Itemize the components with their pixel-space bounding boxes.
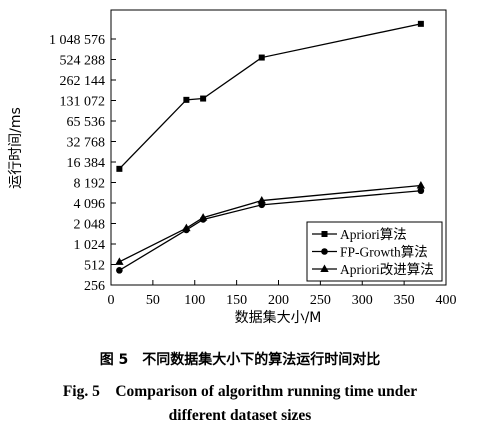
y-tick-label: 1 024: [74, 238, 106, 253]
x-tick-label: 150: [226, 293, 247, 308]
x-tick-label: 50: [146, 293, 160, 308]
legend: Apriori算法 FP-Growth算法 Apriori改进算法: [306, 221, 443, 282]
data-point-triangle: [416, 181, 426, 189]
x-tick-label: 100: [184, 293, 205, 308]
x-tick-label: 0: [108, 293, 115, 308]
y-tick-label: 256: [84, 279, 105, 294]
figure-caption-english-line2: different dataset sizes: [168, 407, 312, 424]
data-point-square: [116, 165, 123, 172]
data-point-triangle: [182, 223, 191, 232]
data-point-triangle: [320, 264, 329, 272]
y-axis-title: 运行时间/ms: [8, 107, 24, 189]
series-layer: [115, 20, 426, 274]
x-tick-label: 400: [436, 293, 457, 308]
data-point-triangle: [257, 196, 266, 204]
y-tick-label: 4 096: [74, 197, 106, 212]
series-1: [116, 20, 424, 172]
y-axis: 256 512 1 024 2 048 4 096 8 192 16 384 32 768 65…: [49, 33, 116, 294]
figure-caption-english-line1: Fig. 5 Comparison of algorithm running t…: [62, 383, 418, 400]
y-tick-label: 8 192: [74, 177, 106, 192]
legend-item: Apriori算法: [312, 227, 407, 242]
legend-label: Apriori改进算法: [340, 262, 434, 277]
y-tick-label: 512: [84, 259, 105, 274]
y-tick-label: 1 048 576: [49, 33, 105, 48]
data-point-square: [183, 96, 190, 103]
data-point-square: [321, 231, 328, 237]
data-point-triangle: [198, 213, 208, 221]
x-tick-label: 300: [352, 293, 373, 308]
x-tick-label: 250: [310, 293, 331, 308]
line-chart: 256 512 1 024 2 048 4 096 8 192 16 384 32 768 65…: [8, 9, 457, 326]
series-line: [118, 23, 422, 170]
legend-label: Apriori算法: [340, 227, 407, 242]
y-tick-label: 131 072: [60, 95, 106, 110]
x-axis-title: 数据集大小/M: [235, 309, 322, 326]
y-tick-label: 2 048: [74, 218, 106, 233]
y-tick-label: 262 144: [60, 74, 106, 89]
x-tick-label: 350: [394, 293, 415, 308]
y-tick-label: 524 288: [60, 54, 106, 69]
legend-item: Apriori改进算法: [312, 262, 434, 277]
legend-label: FP-Growth算法: [340, 245, 428, 260]
data-point-triangle: [115, 257, 124, 265]
y-tick-label: 32 768: [67, 136, 106, 151]
data-point-circle: [417, 187, 425, 195]
data-point-square: [200, 95, 207, 102]
y-tick-label: 65 536: [67, 115, 106, 130]
data-point-circle: [116, 267, 123, 274]
x-tick-label: 200: [268, 293, 289, 308]
series-3: [115, 181, 426, 265]
data-point-circle: [321, 248, 328, 255]
data-point-square: [417, 20, 424, 27]
x-axis: 0 50 100 150 200 250 300 350 400: [108, 280, 457, 308]
figure-caption-chinese: 图 5 不同数据集大小下的算法运行时间对比: [99, 352, 381, 368]
data-point-square: [258, 54, 265, 61]
legend-item: FP-Growth算法: [312, 245, 428, 260]
y-tick-label: 16 384: [67, 156, 106, 171]
